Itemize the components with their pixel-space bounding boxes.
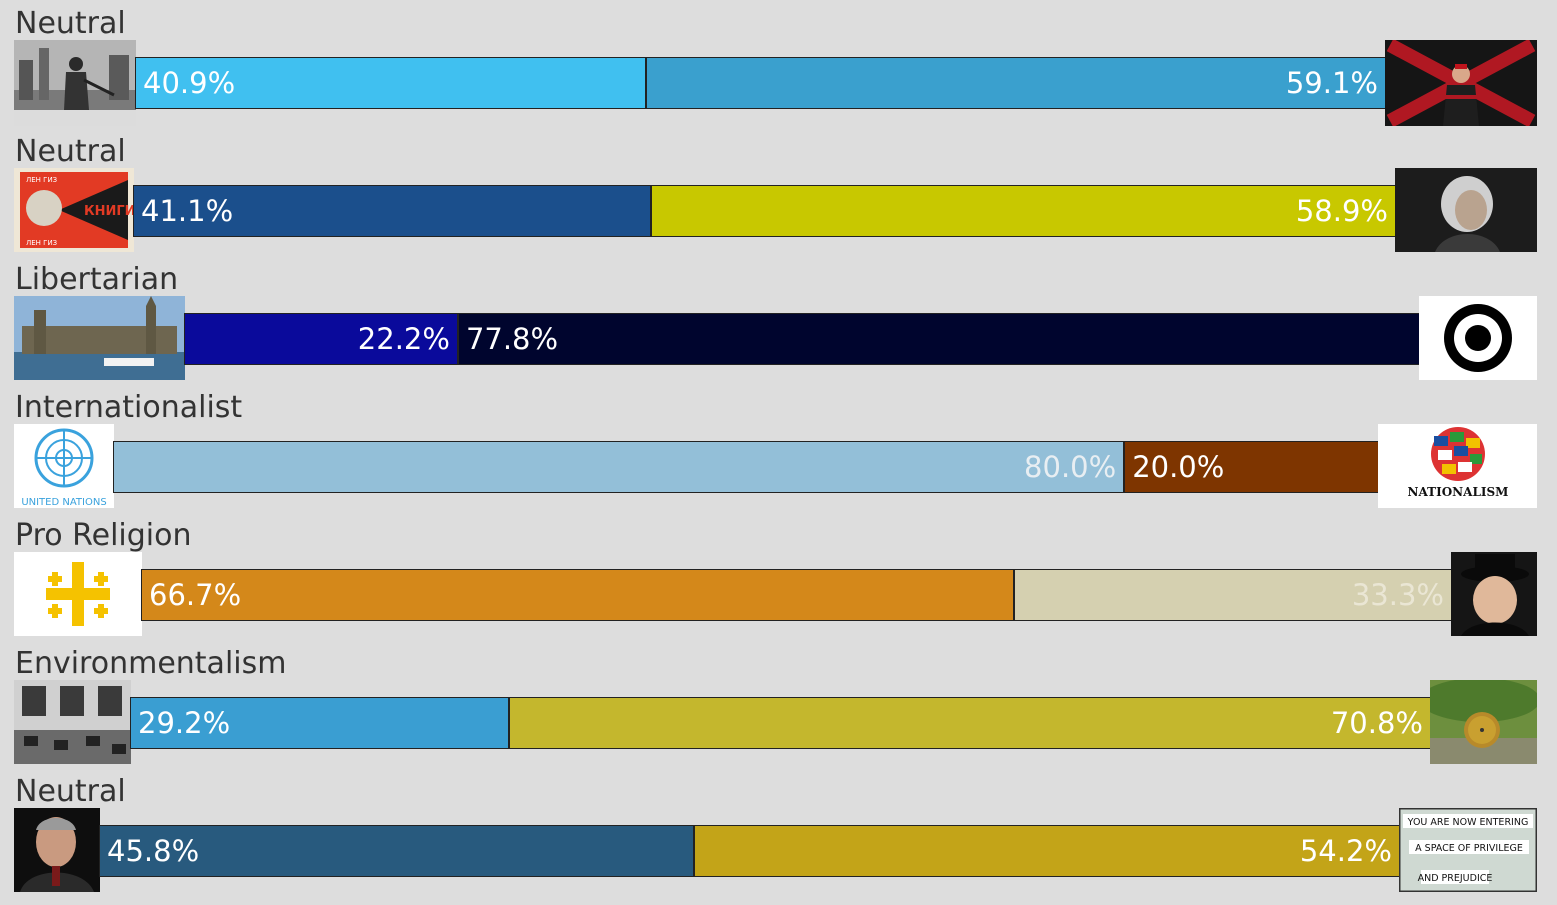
bar-segment-left: 22.2% bbox=[185, 314, 459, 364]
nationalism-caption: NATIONALISM bbox=[1408, 485, 1509, 499]
data-label-left: 45.8% bbox=[107, 834, 200, 868]
bar-segment-right: 33.3% bbox=[1015, 570, 1451, 620]
axis-title: Neutral bbox=[15, 6, 126, 41]
bar-segment-right: 59.1% bbox=[646, 58, 1385, 108]
axis-row: Pro Religion 66.7% 33.3% bbox=[0, 514, 1557, 642]
constructivist-poster-icon: КНИГИ ЛЕН ГИЗ ЛЕН ГИЗ bbox=[14, 168, 134, 252]
poster-bottom-text: ЛЕН ГИЗ bbox=[26, 239, 58, 247]
axis-title: Internationalist bbox=[15, 390, 243, 425]
axis-row: Libertarian 22.2% 77.8% bbox=[0, 258, 1557, 386]
stacked-bar: 29.2% 70.8% bbox=[130, 697, 1431, 749]
bar-segment-left: 66.7% bbox=[142, 570, 1016, 620]
data-label-right: 33.3% bbox=[1351, 578, 1444, 612]
hobbit-hole-photo-icon bbox=[1430, 680, 1537, 764]
data-label-right: 58.9% bbox=[1295, 194, 1388, 228]
fedora-man-photo-icon bbox=[1451, 552, 1537, 636]
nationalism-globe-icon: NATIONALISM bbox=[1378, 424, 1537, 508]
axis-row: Neutral 40.9% 59.1% bbox=[0, 2, 1557, 130]
burgundy-cross-flag-icon bbox=[1385, 40, 1537, 126]
sign-line-2: A SPACE OF PRIVILEGE bbox=[1415, 843, 1523, 854]
bar-segment-left: 41.1% bbox=[134, 186, 653, 236]
militia-photo-icon bbox=[14, 40, 136, 126]
factory-hall-photo-icon bbox=[14, 680, 131, 764]
bar-segment-right: 58.9% bbox=[652, 186, 1395, 236]
data-label-right: 20.0% bbox=[1132, 450, 1225, 484]
stacked-bar: 45.8% 54.2% bbox=[99, 825, 1400, 877]
jerusalem-cross-icon bbox=[14, 552, 142, 636]
circle-a-target-icon bbox=[1419, 296, 1537, 380]
stacked-bar: 40.9% 59.1% bbox=[135, 57, 1386, 109]
man-portrait-photo-icon bbox=[14, 808, 100, 892]
axis-title: Environmentalism bbox=[15, 646, 287, 681]
data-label-left: 29.2% bbox=[138, 706, 231, 740]
parliament-photo-icon bbox=[14, 296, 185, 380]
data-label-left: 22.2% bbox=[357, 322, 450, 356]
data-label-left: 80.0% bbox=[1024, 450, 1117, 484]
bar-segment-right: 20.0% bbox=[1125, 442, 1378, 492]
privilege-sign-photo-icon: YOU ARE NOW ENTERING A SPACE OF PRIVILEGE… bbox=[1399, 808, 1537, 892]
bar-segment-right: 77.8% bbox=[458, 314, 1419, 364]
sign-line-3: AND PREJUDICE bbox=[1418, 873, 1493, 884]
bar-segment-left: 40.9% bbox=[136, 58, 647, 108]
axis-title: Neutral bbox=[15, 134, 126, 169]
stacked-bar: 41.1% 58.9% bbox=[133, 185, 1396, 237]
bar-segment-left: 29.2% bbox=[131, 698, 511, 748]
sign-line-1: YOU ARE NOW ENTERING bbox=[1407, 817, 1529, 828]
poster-top-text: ЛЕН ГИЗ bbox=[26, 176, 58, 184]
data-label-right: 70.8% bbox=[1330, 706, 1423, 740]
un-caption: UNITED NATIONS bbox=[21, 497, 106, 508]
bar-segment-right: 70.8% bbox=[510, 698, 1430, 748]
axis-row: Environmentalism 29.2% 70.8% bbox=[0, 642, 1557, 770]
stacked-bar: 66.7% 33.3% bbox=[141, 569, 1452, 621]
poster-main-text: КНИГИ bbox=[84, 204, 134, 219]
axis-row: Internationalist UNITED NATIONS 80.0% 20… bbox=[0, 386, 1557, 514]
data-label-right: 77.8% bbox=[465, 322, 559, 356]
adam-smith-portrait-icon bbox=[1395, 168, 1537, 252]
bar-segment-left: 45.8% bbox=[100, 826, 695, 876]
axis-row: Neutral 45.8% 54.2% YOU ARE NOW ENTERING… bbox=[0, 770, 1557, 898]
axis-title: Neutral bbox=[15, 774, 126, 809]
stacked-bar: 22.2% 77.8% bbox=[184, 313, 1420, 365]
bar-segment-left: 80.0% bbox=[114, 442, 1126, 492]
axis-title: Libertarian bbox=[15, 262, 179, 297]
bar-segment-right: 54.2% bbox=[694, 826, 1399, 876]
data-label-left: 66.7% bbox=[149, 578, 242, 612]
united-nations-logo-icon: UNITED NATIONS bbox=[14, 424, 114, 508]
data-label-right: 54.2% bbox=[1299, 834, 1392, 868]
stacked-bar: 80.0% 20.0% bbox=[113, 441, 1379, 493]
axis-row: Neutral КНИГИ ЛЕН ГИЗ ЛЕН ГИЗ 41.1% 58.9% bbox=[0, 130, 1557, 258]
data-label-left: 41.1% bbox=[141, 194, 234, 228]
data-label-left: 40.9% bbox=[143, 66, 236, 100]
axis-title: Pro Religion bbox=[15, 518, 192, 553]
data-label-right: 59.1% bbox=[1285, 66, 1378, 100]
